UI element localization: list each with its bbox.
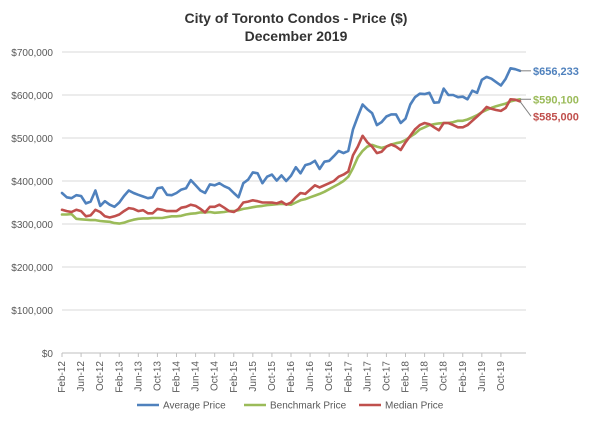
y-axis: $0 $100,000 $200,000 $300,000 $400,000 $500,0…: [11, 48, 53, 360]
x-tick-label: Feb-18: [401, 361, 412, 393]
legend-label: Median Price: [385, 401, 444, 412]
y-tick-label: $100,000: [11, 306, 53, 317]
end-label-benchmark-price: $590,100: [533, 94, 579, 106]
x-tick-label: Feb-15: [229, 361, 240, 393]
x-tick-label: Oct-19: [496, 361, 507, 391]
series-line-average-price: [60, 67, 522, 209]
x-tick-label: Oct-18: [439, 361, 450, 391]
end-label-leader: [519, 101, 532, 117]
series-lines: [60, 67, 522, 225]
x-tick-label: Feb-17: [343, 361, 354, 393]
x-tick-label: Jun-16: [305, 361, 316, 392]
x-tick-label: Feb-19: [458, 361, 469, 393]
x-tick-label: Jun-13: [133, 361, 144, 392]
x-tick-label: Oct-14: [210, 361, 221, 391]
x-tick-label: Feb-12: [57, 361, 68, 393]
x-tick-label: Jun-19: [477, 361, 488, 392]
y-tick-label: $300,000: [11, 220, 53, 231]
x-tick-label: Jun-18: [420, 361, 431, 392]
y-tick-label: $400,000: [11, 177, 53, 188]
x-tick-label: Jun-12: [76, 361, 87, 392]
x-axis: Feb-12 Jun-12 Oct-12 Feb-13 Jun-13 Oct-13 Feb-…: [57, 352, 526, 393]
legend-label: Benchmark Price: [270, 401, 347, 412]
y-tick-label: $600,000: [11, 91, 53, 102]
x-tick-label: Oct-15: [267, 361, 278, 391]
x-tick-label: Jun-15: [248, 361, 259, 392]
x-tick-label: Jun-17: [362, 361, 373, 392]
x-tick-label: Feb-14: [172, 361, 183, 393]
x-tick-label: Feb-13: [114, 361, 125, 393]
x-tick-label: Oct-12: [95, 361, 106, 391]
x-tick-label: Feb-16: [286, 361, 297, 393]
chart-title: City of Toronto Condos - Price ($): [185, 10, 408, 26]
x-tick-label: Oct-13: [152, 361, 163, 391]
chart-subtitle: December 2019: [245, 28, 348, 44]
y-tick-label: $0: [42, 349, 54, 360]
legend-label: Average Price: [163, 401, 226, 412]
x-tick-label: Oct-17: [381, 361, 392, 391]
end-label-median-price: $585,000: [533, 111, 579, 123]
series-line-median-price: [60, 98, 522, 219]
legend: Average Price Benchmark Price Median Price: [137, 401, 444, 412]
x-tick-label: Oct-16: [324, 361, 335, 391]
end-label-average-price: $656,233: [533, 66, 579, 78]
y-tick-label: $200,000: [11, 263, 53, 274]
end-labels: $656,233 $590,100 $585,000: [519, 66, 579, 123]
x-tick-label: Jun-14: [191, 361, 202, 392]
y-tick-label: $700,000: [11, 48, 53, 59]
y-tick-label: $500,000: [11, 134, 53, 145]
series-line-benchmark-price: [60, 98, 522, 225]
grid: [62, 51, 526, 354]
